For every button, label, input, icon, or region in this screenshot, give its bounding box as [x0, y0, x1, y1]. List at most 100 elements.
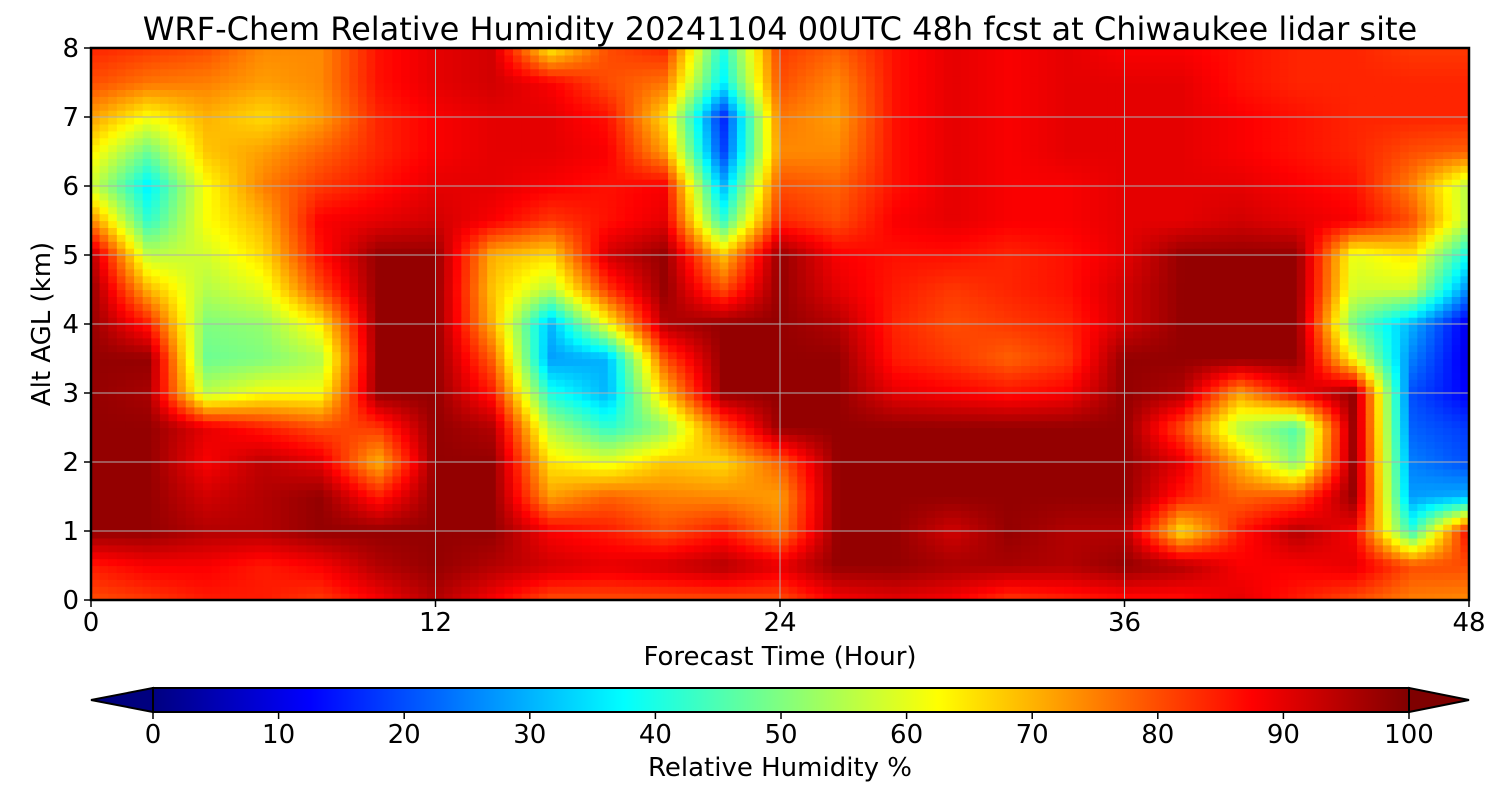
field-cell	[392, 579, 402, 587]
field-cell	[125, 544, 135, 553]
field-cell	[1296, 517, 1306, 525]
field-cell	[194, 524, 204, 532]
field-cell	[1417, 386, 1427, 394]
field-cell	[383, 579, 394, 587]
field-cell	[1098, 420, 1108, 429]
field-cell	[1425, 524, 1436, 532]
field-cell	[1331, 517, 1341, 525]
field-cell	[254, 517, 264, 525]
field-cell	[134, 565, 144, 573]
field-cell	[1167, 531, 1177, 539]
field-cell	[1090, 565, 1100, 573]
field-cell	[1107, 586, 1117, 594]
field-cell	[1021, 496, 1031, 504]
field-cell	[263, 399, 273, 408]
field-cell	[891, 420, 902, 429]
field-cell	[1141, 517, 1151, 525]
field-cell	[392, 427, 402, 435]
field-cell	[1245, 482, 1255, 491]
field-cell	[108, 593, 118, 600]
field-cell	[366, 475, 376, 484]
field-cell	[435, 386, 445, 394]
field-cell	[581, 489, 592, 498]
field-cell	[1245, 517, 1255, 525]
field-cell	[736, 579, 747, 587]
field-cell	[383, 558, 394, 567]
field-cell	[780, 572, 790, 580]
field-cell	[1348, 393, 1358, 401]
field-cell	[754, 462, 764, 470]
field-cell	[332, 531, 342, 539]
field-cell	[659, 475, 669, 484]
field-cell	[1262, 517, 1272, 525]
field-cell	[1305, 524, 1315, 532]
field-cell	[1443, 489, 1453, 498]
field-cell	[487, 441, 497, 449]
field-cell	[409, 558, 419, 567]
field-cell	[418, 482, 428, 491]
field-cell	[857, 537, 867, 546]
field-cell	[969, 468, 979, 477]
field-cell	[1210, 524, 1220, 532]
field-cell	[185, 524, 195, 532]
field-cell	[978, 475, 988, 484]
field-cell	[1322, 565, 1332, 573]
field-cell	[607, 489, 617, 498]
field-cell	[1115, 448, 1126, 456]
field-cell	[728, 434, 738, 442]
field-cell	[332, 427, 342, 435]
field-cell	[676, 462, 686, 470]
field-cell	[659, 413, 669, 422]
field-cell	[1391, 572, 1401, 580]
field-cell	[1348, 531, 1358, 539]
field-cell	[1357, 406, 1367, 415]
field-cell	[556, 462, 566, 470]
field-cell	[607, 565, 617, 573]
field-cell	[1133, 420, 1143, 429]
field-cell	[943, 579, 953, 587]
field-cell	[1331, 399, 1341, 408]
field-cell	[1270, 572, 1281, 580]
field-cell	[99, 427, 109, 435]
field-cell	[1012, 448, 1022, 456]
field-cell	[1176, 572, 1186, 580]
field-cell	[728, 427, 738, 435]
field-cell	[1158, 496, 1169, 504]
field-cell	[754, 537, 764, 546]
field-cell	[1322, 579, 1332, 587]
field-cell	[633, 565, 643, 573]
field-cell	[461, 496, 471, 504]
field-cell	[1460, 475, 1469, 484]
field-cell	[736, 420, 747, 429]
field-cell	[1055, 482, 1065, 491]
field-cell	[685, 482, 695, 491]
field-cell	[848, 517, 859, 525]
field-cell	[668, 489, 678, 498]
field-cell	[1055, 448, 1065, 456]
field-cell	[513, 565, 523, 573]
field-cell	[91, 586, 101, 594]
field-cell	[521, 468, 531, 477]
field-cell	[1288, 524, 1298, 532]
field-cell	[702, 413, 712, 422]
field-cell	[711, 510, 721, 518]
field-cell	[246, 510, 256, 518]
field-cell	[1219, 517, 1229, 525]
field-cell	[1374, 462, 1384, 470]
field-cell	[711, 593, 721, 600]
field-cell	[1107, 393, 1117, 401]
field-cell	[1236, 503, 1246, 511]
field-cell	[866, 503, 876, 511]
field-cell	[986, 510, 996, 518]
field-cell	[366, 427, 376, 435]
field-cell	[125, 537, 135, 546]
field-cell	[676, 503, 686, 511]
field-cell	[1391, 386, 1401, 394]
field-cell	[194, 544, 204, 553]
field-cell	[909, 441, 919, 449]
field-cell	[1115, 455, 1126, 463]
field-cell	[754, 586, 764, 594]
field-cell	[771, 551, 781, 560]
field-cell	[943, 441, 953, 449]
field-cell	[1124, 448, 1134, 456]
